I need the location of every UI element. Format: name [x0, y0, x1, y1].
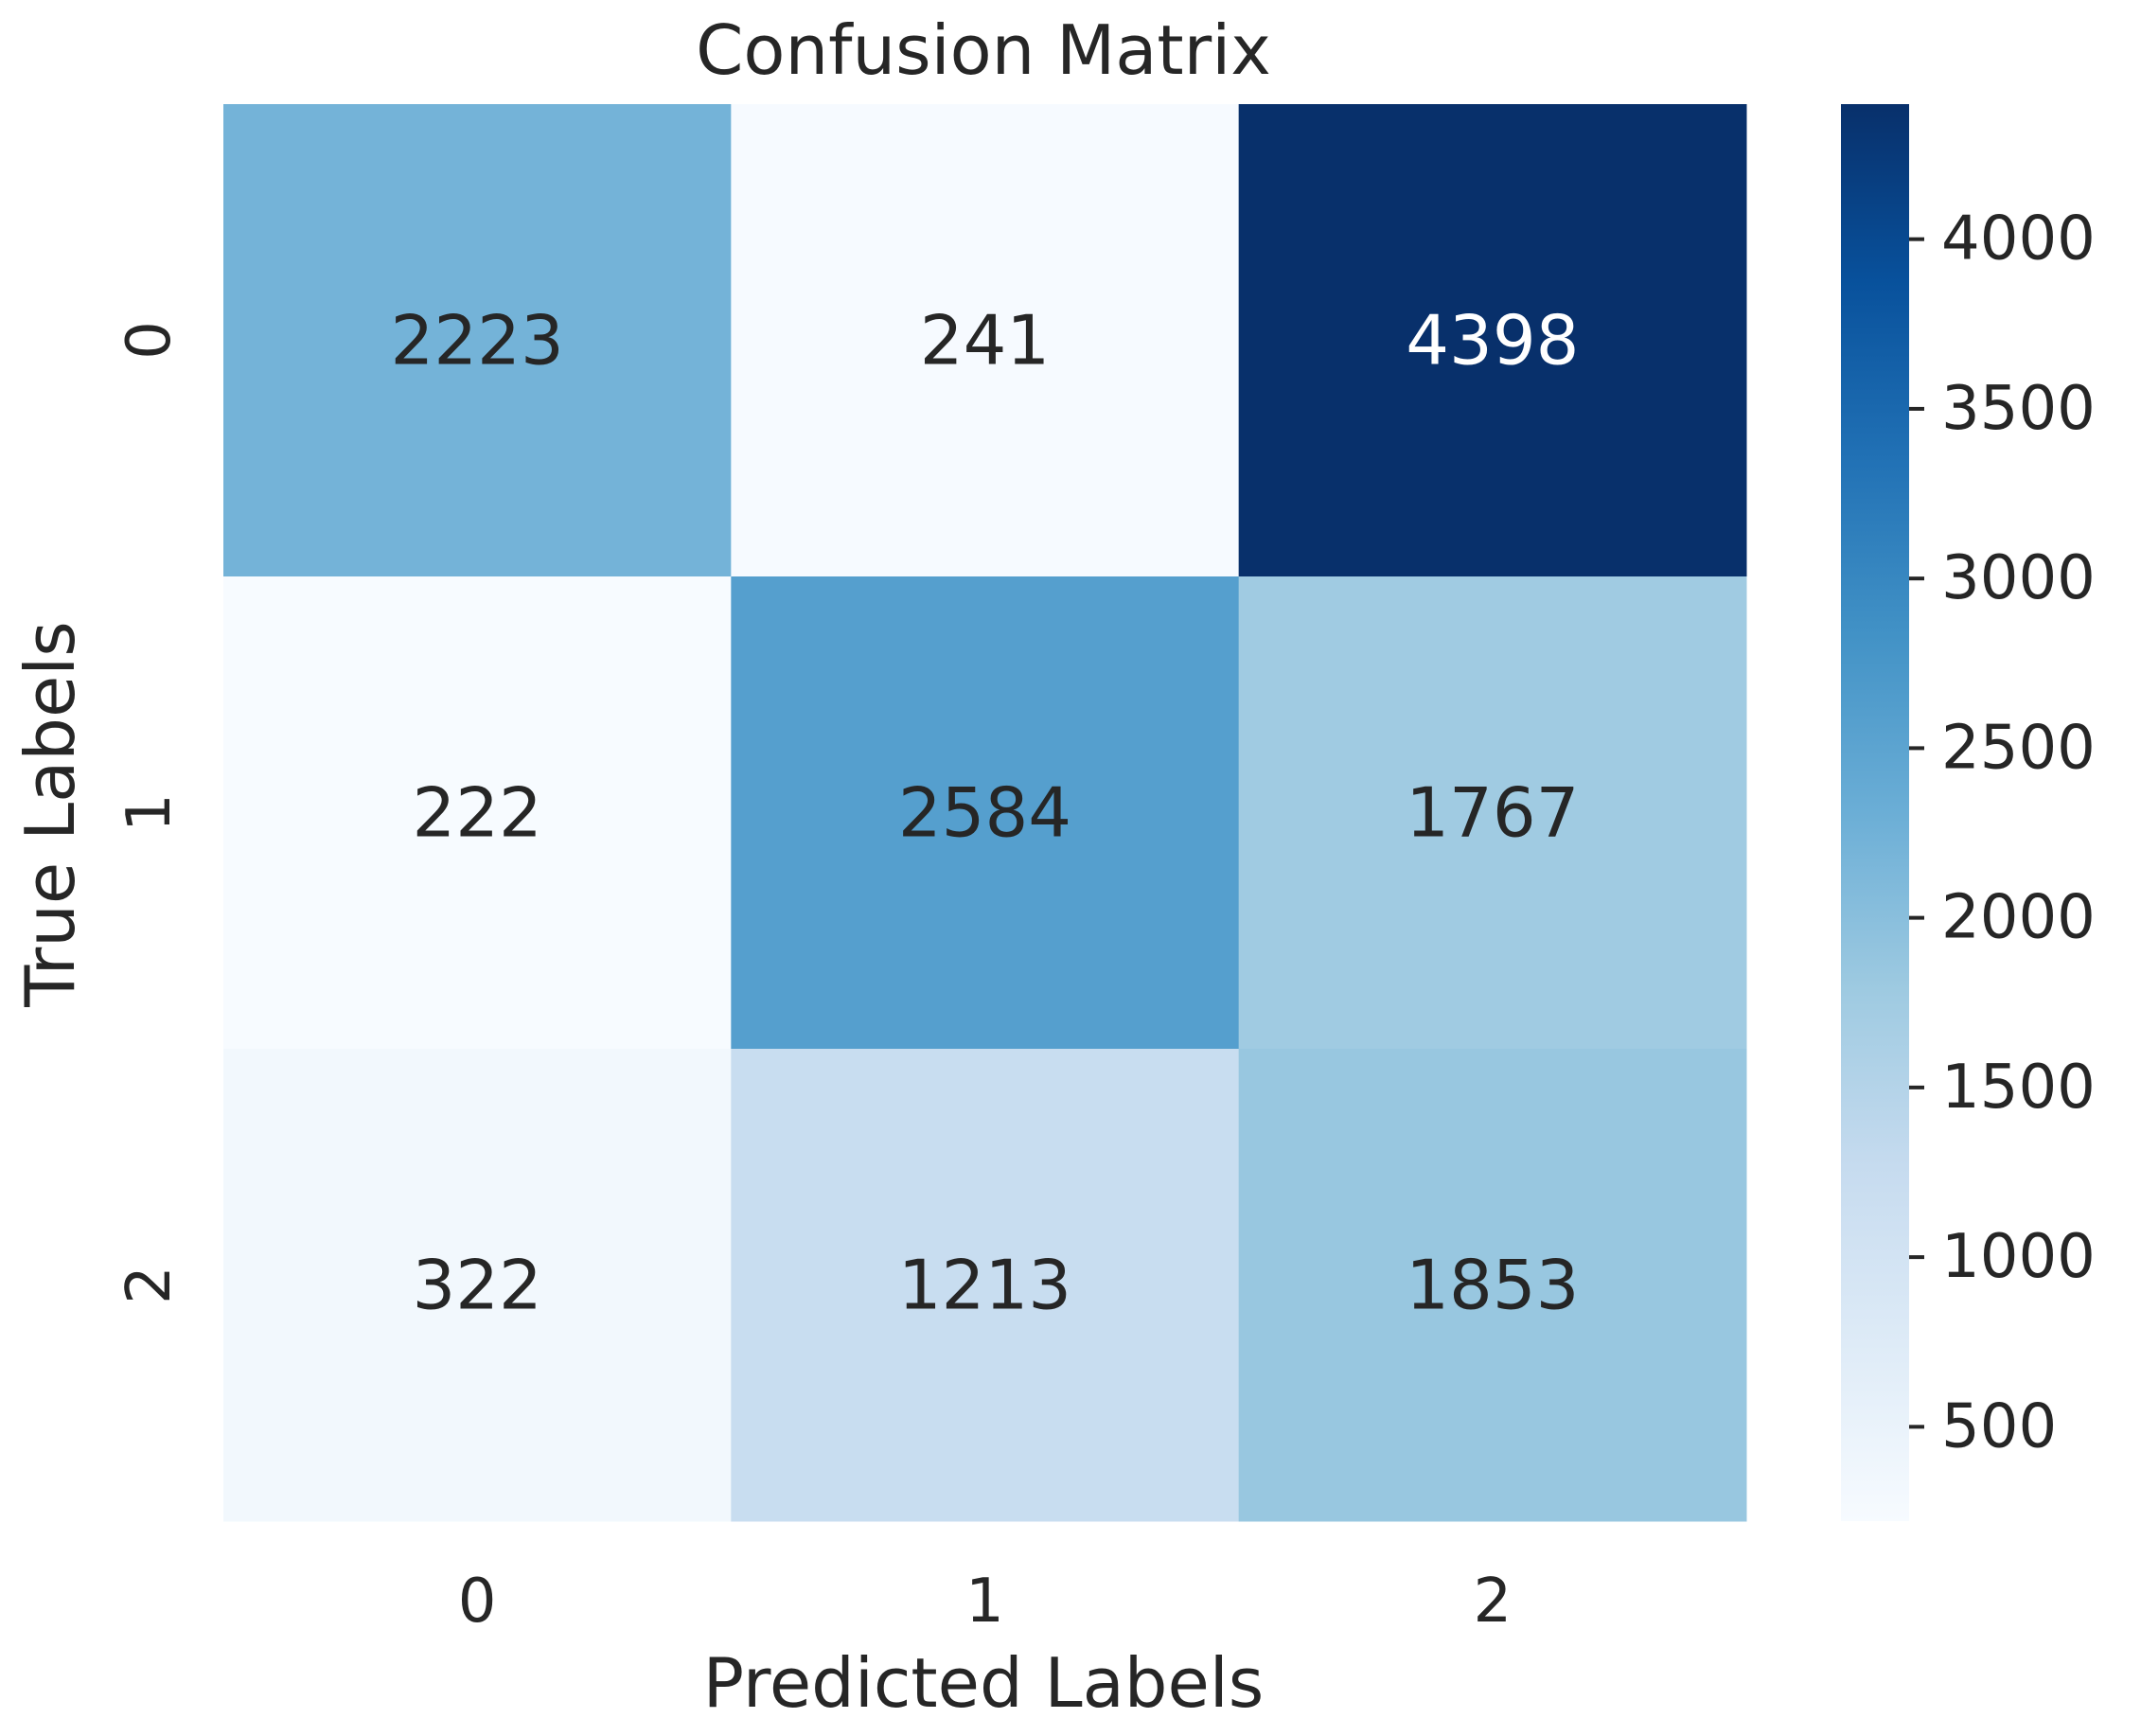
x-tick-labels: 0 1 2 [458, 1567, 1512, 1637]
heatmap-annotation-2-2: 1853 [1406, 1246, 1579, 1325]
heatmap-cell-0-2 [1238, 104, 1747, 577]
heatmap-cell-1-2 [1238, 576, 1747, 1050]
heatmap-annotation-2-1: 1213 [898, 1246, 1071, 1325]
x-tick-label-0: 0 [458, 1567, 497, 1637]
colorbar-tick-label-2: 1500 [1941, 1053, 2096, 1123]
colorbar-tick-label-6: 3500 [1941, 374, 2096, 444]
heatmap-annotation-1-0: 222 [412, 773, 541, 853]
heatmap-cell-1-0 [223, 576, 732, 1050]
colorbar-tick-label-0: 500 [1941, 1391, 2057, 1461]
y-tick-label-0: 0 [115, 321, 185, 360]
y-tick-labels: 0 1 2 [115, 321, 185, 1304]
heatmap-annotation-1-1: 2584 [898, 773, 1071, 853]
colorbar-tick-label-7: 4000 [1941, 204, 2096, 275]
heatmap-annotation-0-1: 241 [920, 301, 1050, 381]
heatmap-cell-2-2 [1238, 1049, 1747, 1522]
heatmap-annotations: 2223 241 4398 222 2584 1767 322 1213 1853 [391, 301, 1580, 1325]
colorbar-tick-label-4: 2500 [1941, 713, 2096, 783]
heatmap-cell-1-1 [731, 576, 1240, 1050]
heatmap-annotation-0-0: 2223 [391, 301, 564, 381]
colorbar-tick-label-1: 1000 [1941, 1222, 2096, 1292]
heatmap-annotation-0-2: 4398 [1406, 301, 1579, 381]
colorbar-tick-label-3: 2000 [1941, 883, 2096, 953]
heatmap-cell-2-1 [731, 1049, 1240, 1522]
chart-title: Confusion Matrix [696, 10, 1271, 90]
x-axis-label: Predicted Labels [703, 1643, 1265, 1723]
heatmap-cell-0-0 [223, 104, 732, 577]
x-tick-label-2: 2 [1473, 1567, 1512, 1637]
y-axis-label: True Labels [10, 621, 90, 1008]
heatmap-cell-2-0 [223, 1049, 732, 1522]
heatmap-annotation-2-0: 322 [412, 1246, 541, 1325]
heatmap-cell-0-1 [731, 104, 1240, 577]
colorbar-tick-label-5: 3000 [1941, 543, 2096, 613]
heatmap-annotation-1-2: 1767 [1406, 773, 1579, 853]
y-tick-label-2: 2 [115, 1266, 185, 1304]
y-tick-label-1: 1 [115, 793, 185, 832]
heatmap-cells [223, 104, 1747, 1522]
x-tick-label-1: 1 [965, 1567, 1004, 1637]
colorbar-ticks: 500 1000 1500 2000 2500 3000 3500 4000 [1909, 204, 2096, 1461]
colorbar [1841, 104, 1909, 1521]
